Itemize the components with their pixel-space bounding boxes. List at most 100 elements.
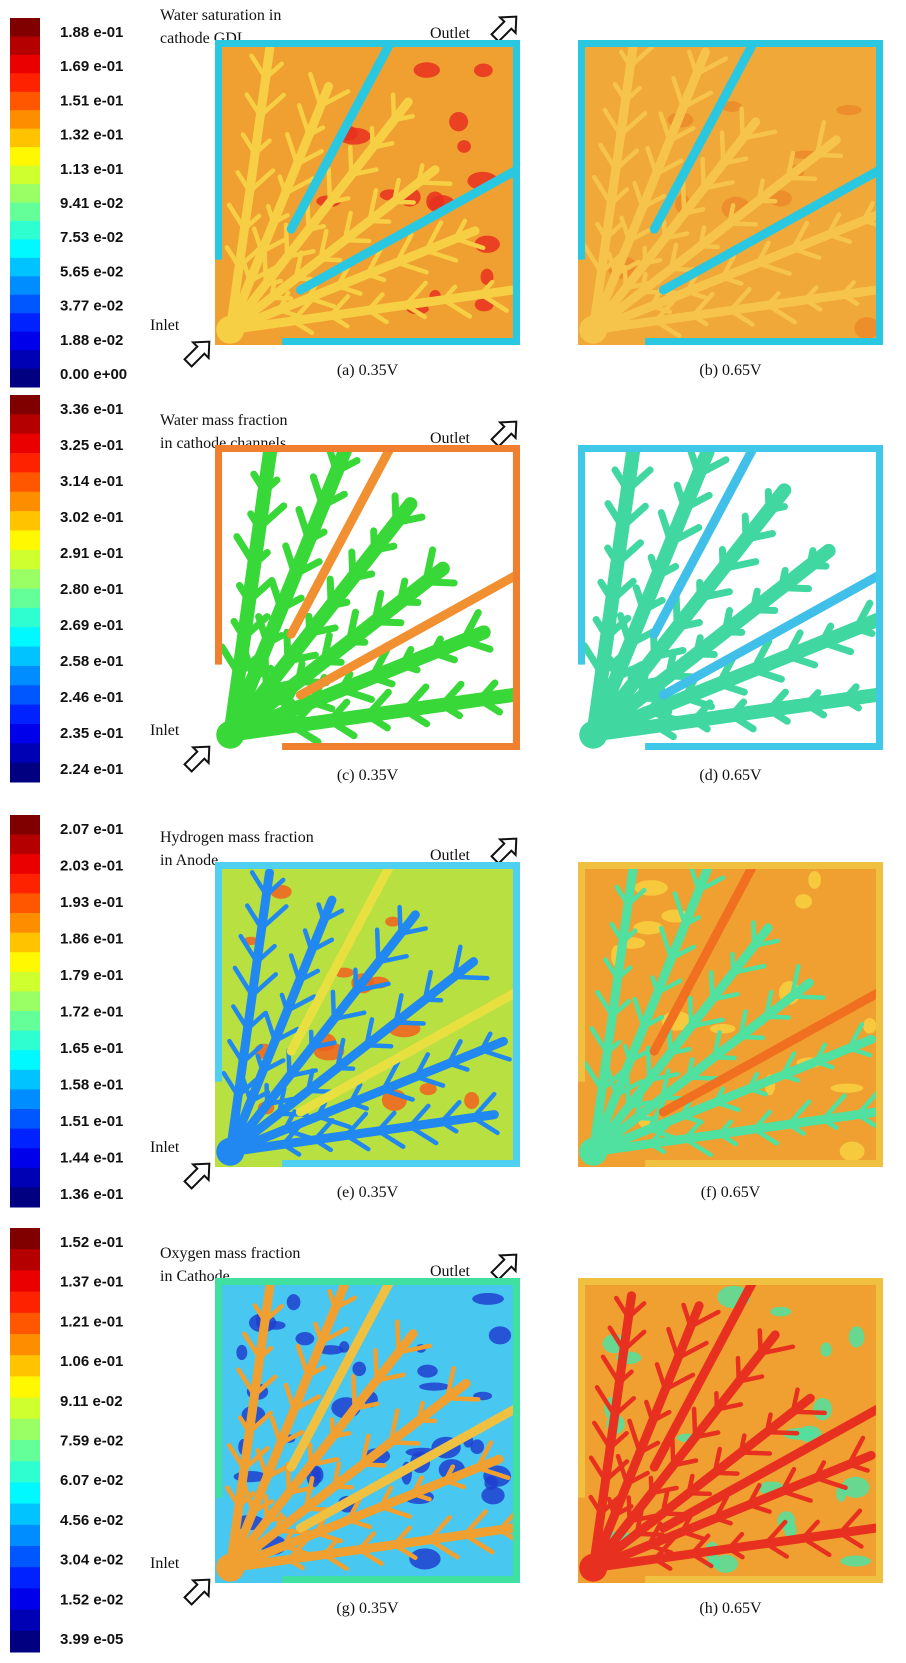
side-branch xyxy=(714,1057,734,1058)
side-branch xyxy=(395,496,396,523)
arrow-shape xyxy=(180,1572,217,1609)
legend-label: 1.32 e-01 xyxy=(60,127,123,144)
color-band xyxy=(10,1228,40,1250)
color-band xyxy=(10,203,40,222)
side-branch xyxy=(310,1445,311,1465)
color-band xyxy=(10,511,40,531)
color-band xyxy=(10,1482,40,1504)
color-band xyxy=(10,1567,40,1589)
color-band xyxy=(10,1148,40,1168)
side-branch xyxy=(393,95,394,121)
panel-title: Water saturation in xyxy=(160,7,281,24)
color-band xyxy=(10,1355,40,1377)
color-band xyxy=(10,1292,40,1314)
side-branch xyxy=(642,292,675,293)
blob xyxy=(770,1307,791,1317)
side-branch xyxy=(271,298,291,299)
legend-label: 3.36 e-01 xyxy=(60,401,123,418)
side-branch xyxy=(375,622,401,623)
color-band xyxy=(10,874,40,894)
side-branch xyxy=(311,1032,312,1048)
blob xyxy=(795,894,812,908)
side-branch xyxy=(782,588,809,589)
color-band xyxy=(10,1461,40,1483)
color-band xyxy=(10,1440,40,1462)
side-branch xyxy=(715,1473,738,1474)
inlet-spot xyxy=(579,1138,607,1166)
color-band xyxy=(10,1610,40,1632)
color-band xyxy=(10,893,40,913)
color-band xyxy=(10,166,40,185)
color-band xyxy=(10,110,40,129)
color-band xyxy=(10,589,40,609)
legend-label: 7.59 e-02 xyxy=(60,1432,123,1449)
blob xyxy=(464,1092,479,1109)
side-branch xyxy=(725,611,729,632)
color-band xyxy=(10,854,40,874)
side-branch xyxy=(375,1350,376,1380)
side-branch xyxy=(350,147,351,175)
color-band xyxy=(10,1070,40,1090)
blob xyxy=(840,1141,865,1161)
panel-caption: (c) 0.35V xyxy=(337,767,399,784)
blob xyxy=(813,1398,832,1421)
blob xyxy=(849,1326,865,1347)
side-branch xyxy=(690,998,691,1026)
blob xyxy=(808,871,821,889)
color-band xyxy=(10,239,40,258)
side-branch xyxy=(711,972,712,999)
legend-label: 1.69 e-01 xyxy=(60,58,123,75)
outlet-label: Outlet xyxy=(430,847,471,864)
blob xyxy=(472,1293,504,1305)
color-band xyxy=(10,835,40,855)
side-branch xyxy=(683,181,684,213)
color-band xyxy=(10,1588,40,1610)
side-branch xyxy=(367,1045,392,1046)
legend-label: 2.91 e-01 xyxy=(60,545,123,562)
arrow-shape xyxy=(180,334,217,371)
side-branch xyxy=(309,226,324,229)
side-branch xyxy=(745,516,746,539)
color-band xyxy=(10,1313,40,1335)
color-band xyxy=(10,129,40,148)
inlet-arrow xyxy=(180,1572,217,1609)
legend-label: 9.11 e-02 xyxy=(60,1393,123,1410)
inlet-spot xyxy=(216,316,244,344)
panel-title: Oxygen mass fraction xyxy=(160,1245,300,1262)
color-band xyxy=(10,258,40,277)
color-band xyxy=(10,933,40,953)
color-band xyxy=(10,276,40,295)
color-band xyxy=(10,350,40,369)
color-band xyxy=(10,18,40,37)
side-branch xyxy=(741,1452,770,1453)
legend-label: 1.51 e-01 xyxy=(60,1113,123,1130)
side-branch xyxy=(654,635,655,656)
legend-label: 1.36 e-01 xyxy=(60,1186,123,1203)
contour-plot xyxy=(578,428,906,750)
plot-body xyxy=(578,1278,902,1583)
color-band xyxy=(10,1334,40,1356)
legend-label: 1.52 e-02 xyxy=(60,1591,123,1608)
legend-label: 1.65 e-01 xyxy=(60,1040,123,1057)
color-band xyxy=(10,332,40,351)
legend-label: 0.00 e+00 xyxy=(60,366,127,383)
legend-label: 1.72 e-01 xyxy=(60,1003,123,1020)
panel-caption: (a) 0.35V xyxy=(337,362,399,379)
side-branch xyxy=(697,638,700,654)
color-band xyxy=(10,36,40,55)
side-branch xyxy=(260,22,271,40)
legend-label: 1.51 e-01 xyxy=(60,92,123,109)
color-band xyxy=(10,991,40,1011)
legend-label: 2.03 e-01 xyxy=(60,857,123,874)
side-branch xyxy=(397,1322,398,1353)
color-band xyxy=(10,492,40,512)
panel-caption: (g) 0.35V xyxy=(336,1600,399,1617)
legend-label: 3.25 e-01 xyxy=(60,437,123,454)
side-branch xyxy=(519,289,538,301)
color-band xyxy=(10,1031,40,1051)
side-branch xyxy=(651,1478,652,1493)
inlet-spot xyxy=(579,721,607,749)
inlet-spot xyxy=(216,1554,244,1582)
side-branch xyxy=(759,201,776,202)
panel-caption: (h) 0.65V xyxy=(699,1600,762,1617)
